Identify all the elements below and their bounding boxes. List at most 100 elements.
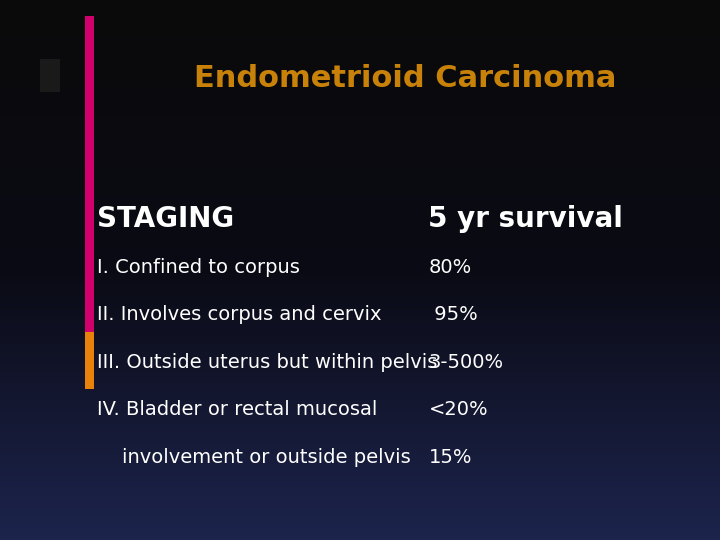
Bar	[0, 358, 720, 360]
Bar	[0, 394, 720, 396]
Bar	[0, 518, 720, 520]
Bar	[0, 461, 720, 463]
Bar	[0, 27, 720, 29]
Bar	[0, 248, 720, 250]
Bar	[0, 171, 720, 173]
Bar	[0, 342, 720, 344]
Bar	[0, 373, 720, 374]
Bar	[0, 482, 720, 484]
Bar	[0, 324, 720, 326]
Bar	[0, 146, 720, 147]
Bar	[0, 22, 720, 23]
Bar	[0, 309, 720, 312]
Bar	[0, 398, 720, 400]
Bar	[0, 108, 720, 110]
Bar	[0, 339, 720, 340]
Text: 3-500%: 3-500%	[428, 353, 503, 372]
Bar	[0, 97, 720, 99]
Bar	[0, 209, 720, 211]
Bar	[0, 367, 720, 369]
Bar	[0, 157, 720, 158]
Bar	[0, 501, 720, 502]
Bar	[0, 279, 720, 281]
Bar	[0, 312, 720, 313]
Bar	[0, 421, 720, 423]
Bar	[0, 536, 720, 538]
Bar	[0, 20, 720, 22]
Text: III. Outside uterus but within pelvis: III. Outside uterus but within pelvis	[97, 353, 438, 372]
Bar	[0, 56, 720, 58]
Bar	[0, 380, 720, 382]
Bar	[0, 232, 720, 234]
Bar	[0, 356, 720, 358]
Bar	[0, 184, 720, 185]
Bar	[0, 366, 720, 367]
Text: 15%: 15%	[428, 448, 472, 467]
Bar	[0, 5, 720, 7]
Bar	[0, 266, 720, 268]
Bar	[0, 115, 720, 117]
Bar	[0, 308, 720, 309]
Bar	[0, 302, 720, 304]
Bar	[0, 101, 720, 103]
Text: II. Involves corpus and cervix: II. Involves corpus and cervix	[97, 305, 382, 325]
Bar	[0, 139, 720, 140]
Bar	[0, 389, 720, 390]
Bar	[0, 231, 720, 232]
Bar	[0, 252, 720, 254]
Text: involvement or outside pelvis: involvement or outside pelvis	[97, 448, 411, 467]
Bar	[0, 52, 720, 54]
Bar	[0, 401, 720, 403]
Bar	[0, 194, 720, 196]
Text: 80%: 80%	[428, 258, 472, 277]
Bar	[0, 417, 720, 420]
Bar	[0, 265, 720, 266]
Bar	[0, 281, 720, 282]
Bar	[0, 76, 720, 77]
Bar	[0, 363, 720, 366]
Bar	[0, 25, 720, 27]
Bar	[0, 432, 720, 434]
Bar	[0, 479, 720, 481]
Bar	[0, 407, 720, 409]
Bar	[0, 353, 720, 355]
Bar	[0, 38, 720, 39]
Bar	[0, 344, 720, 346]
Bar	[0, 493, 720, 495]
Bar	[0, 360, 720, 362]
Bar	[0, 29, 720, 31]
Bar	[0, 270, 720, 272]
Bar	[0, 427, 720, 428]
Bar	[0, 31, 720, 32]
Bar	[0, 378, 720, 380]
Bar	[0, 371, 720, 373]
Bar	[0, 452, 720, 454]
Bar	[0, 484, 720, 486]
Bar	[0, 304, 720, 306]
Bar	[0, 444, 720, 447]
Bar	[0, 328, 720, 329]
Bar	[0, 23, 720, 25]
Bar	[0, 193, 720, 194]
Bar	[0, 4, 720, 5]
Bar	[0, 247, 720, 248]
Bar	[0, 72, 720, 74]
Bar	[0, 88, 720, 90]
Bar	[0, 228, 720, 231]
Text: I. Confined to corpus: I. Confined to corpus	[97, 258, 300, 277]
Bar	[0, 317, 720, 319]
Bar	[0, 369, 720, 371]
Bar	[0, 250, 720, 252]
Bar	[0, 315, 720, 317]
Bar	[0, 201, 720, 204]
Bar	[0, 301, 720, 302]
Bar	[0, 16, 720, 18]
Bar	[0, 466, 720, 468]
Bar	[0, 103, 720, 104]
Bar	[0, 50, 720, 52]
Bar	[0, 93, 720, 96]
Bar	[0, 448, 720, 450]
Bar	[0, 9, 720, 11]
Bar	[0, 12, 720, 15]
Bar	[0, 120, 720, 123]
